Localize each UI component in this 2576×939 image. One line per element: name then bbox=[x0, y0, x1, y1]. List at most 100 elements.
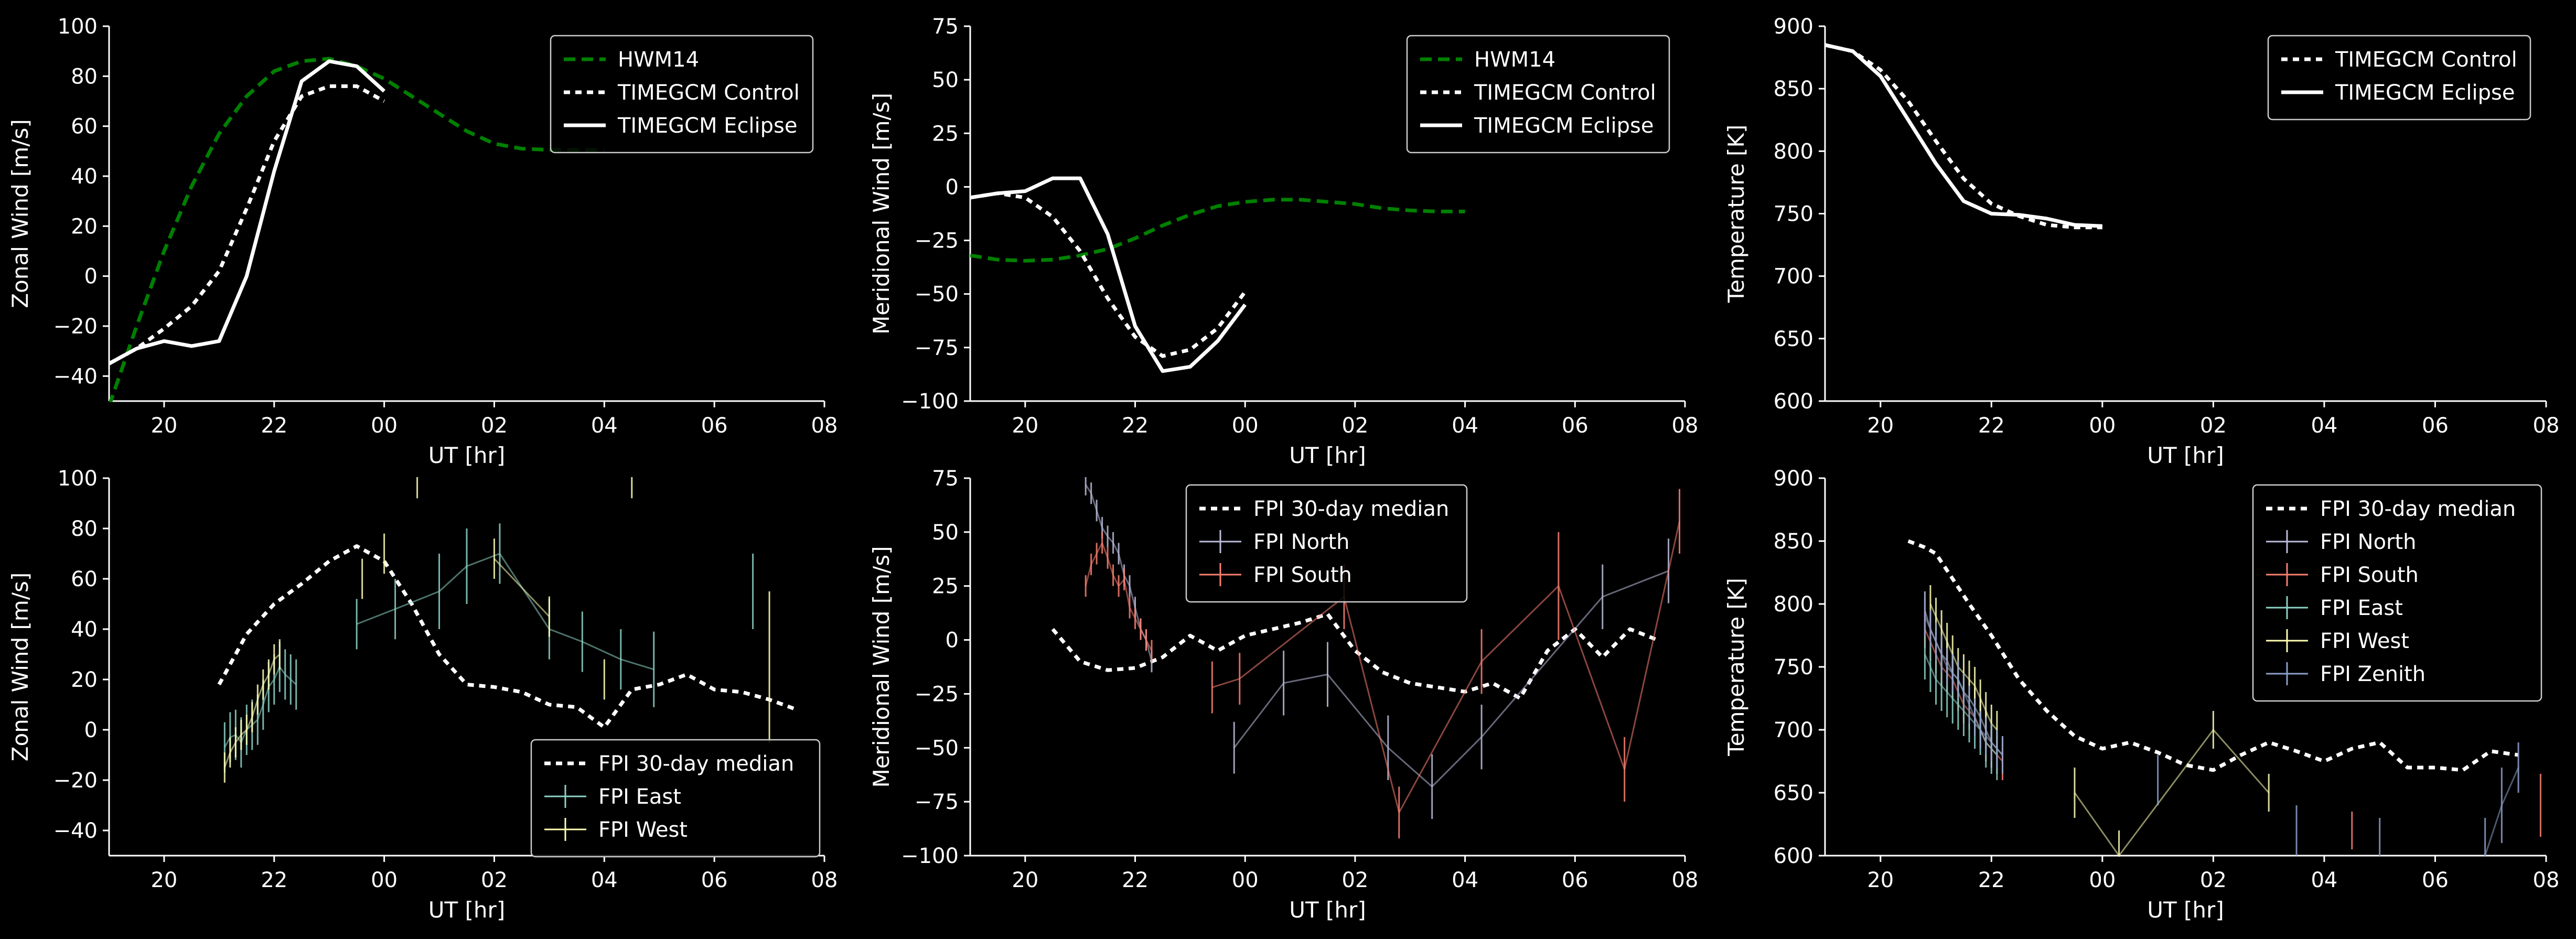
y-tick-label: −50 bbox=[915, 736, 959, 760]
series-segment bbox=[1431, 736, 1483, 787]
series-segment bbox=[1946, 692, 1954, 699]
panel-2: 20 22 00 02 04 06 08 −100 −75 −50 −25 0 25 50 75 UT [hr… bbox=[868, 15, 1698, 468]
legend-item: FPI West bbox=[2266, 629, 2409, 653]
y-tick-label: 75 bbox=[932, 467, 959, 491]
series-segment bbox=[1118, 579, 1125, 587]
y-tick-label: 750 bbox=[1774, 655, 1813, 679]
series-line bbox=[109, 57, 605, 402]
plot-area bbox=[217, 477, 798, 783]
series-segment bbox=[1924, 616, 1931, 630]
x-tick-label: 08 bbox=[2533, 868, 2560, 892]
series-line bbox=[1825, 43, 2102, 228]
series-segment bbox=[1980, 729, 1987, 737]
series-hwm14 bbox=[970, 198, 1465, 263]
y-tick-label: 850 bbox=[1774, 530, 1813, 554]
series-segment bbox=[1233, 682, 1284, 749]
legend-item: FPI West bbox=[544, 818, 688, 842]
series-segment bbox=[1963, 704, 1970, 711]
y-tick-label: 100 bbox=[58, 15, 98, 39]
series-segment bbox=[1140, 629, 1147, 641]
y-tick-label: −20 bbox=[53, 315, 98, 339]
series-segment bbox=[1283, 673, 1328, 684]
y-tick-label: 650 bbox=[1774, 781, 1813, 805]
series-segment bbox=[1991, 748, 1998, 755]
series-line bbox=[109, 59, 385, 365]
series-segment bbox=[1924, 629, 1931, 642]
y-tick-label: 60 bbox=[71, 567, 98, 591]
y-tick-label: 0 bbox=[946, 629, 959, 653]
legend-label: TIMEGCM Eclipse bbox=[617, 114, 798, 138]
series-segment bbox=[245, 717, 253, 730]
legend-frame bbox=[2267, 35, 2531, 121]
series-segment bbox=[1935, 679, 1942, 686]
series-segment bbox=[1951, 679, 1959, 693]
series-segment bbox=[1107, 536, 1114, 544]
series-segment bbox=[1940, 685, 1948, 693]
series-segment bbox=[1968, 704, 1976, 718]
series-segment bbox=[240, 729, 248, 736]
series-segment bbox=[1929, 666, 1937, 680]
x-tick-label: 00 bbox=[371, 414, 398, 438]
y-tick-label: 40 bbox=[71, 618, 98, 642]
legend: HWM14 TIMEGCM Control TIMEGCM Eclipse bbox=[550, 35, 814, 154]
series-segment bbox=[1940, 629, 1948, 642]
series-segment bbox=[273, 666, 281, 680]
legend-item: TIMEGCM Eclipse bbox=[564, 114, 798, 138]
y-tick-label: 750 bbox=[1774, 202, 1813, 226]
panel-1: 20 22 00 02 04 06 08 −40 −20 0 20 40 60 80 100 UT [hr] Z… bbox=[7, 15, 838, 468]
y-tick-label: 900 bbox=[1774, 15, 1813, 39]
series-segment bbox=[1957, 704, 1965, 711]
x-tick-label: 04 bbox=[591, 414, 618, 438]
series-segment bbox=[1558, 586, 1626, 770]
legend-label: FPI South bbox=[1253, 563, 1352, 587]
x-tick-label: 00 bbox=[1232, 414, 1259, 438]
series-segment bbox=[240, 729, 248, 743]
series-line bbox=[1051, 612, 1658, 700]
y-tick-label: 80 bbox=[71, 517, 98, 541]
y-tick-label: 800 bbox=[1774, 592, 1813, 617]
series-segment bbox=[1968, 679, 1976, 686]
y-tick-label: 25 bbox=[932, 122, 959, 146]
legend-label: TIMEGCM Eclipse bbox=[2335, 81, 2515, 105]
y-tick-label: 800 bbox=[1774, 139, 1813, 164]
x-tick-label: 20 bbox=[151, 868, 177, 892]
legend-item: TIMEGCM Eclipse bbox=[1420, 114, 1654, 138]
series-segment bbox=[1974, 707, 1981, 718]
series-fpi-south bbox=[1085, 489, 1681, 839]
x-tick-label: 02 bbox=[2200, 414, 2227, 438]
y-tick-label: 75 bbox=[932, 15, 959, 39]
legend-label: TIMEGCM Control bbox=[2335, 48, 2517, 72]
plot-area bbox=[1825, 43, 2102, 230]
series-line bbox=[217, 544, 798, 729]
series-segment bbox=[1480, 596, 1603, 738]
x-axis-label: UT [hr] bbox=[428, 897, 505, 923]
legend: TIMEGCM Control TIMEGCM Eclipse bbox=[2267, 35, 2531, 121]
series-segment bbox=[356, 608, 396, 625]
x-tick-label: 22 bbox=[261, 414, 287, 438]
legend-item: FPI South bbox=[1199, 563, 1352, 587]
x-tick-label: 08 bbox=[1672, 868, 1699, 892]
series-line bbox=[1907, 539, 2519, 772]
x-tick-label: 22 bbox=[1122, 414, 1149, 438]
x-axis-label: UT [hr] bbox=[2147, 442, 2224, 468]
series-segment bbox=[1985, 742, 1992, 749]
x-axis-label: UT [hr] bbox=[1289, 442, 1366, 468]
series-segment bbox=[1946, 673, 1954, 680]
x-tick-label: 20 bbox=[1867, 868, 1894, 892]
series-segment bbox=[1968, 717, 1976, 724]
series-segment bbox=[1096, 542, 1103, 554]
plot-area bbox=[1907, 539, 2541, 857]
series-fpi-west bbox=[223, 477, 770, 783]
series-segment bbox=[290, 678, 297, 685]
x-tick-label: 06 bbox=[2422, 868, 2449, 892]
series-segment bbox=[1952, 698, 1959, 705]
series-segment bbox=[1085, 564, 1092, 587]
series-segment bbox=[267, 659, 275, 675]
x-tick-label: 04 bbox=[1452, 414, 1478, 438]
y-tick-label: 40 bbox=[71, 165, 98, 189]
series-segment bbox=[224, 737, 231, 748]
series-segment bbox=[1211, 678, 1240, 688]
x-tick-label: 22 bbox=[1978, 414, 2005, 438]
legend: FPI 30-day median FPI North FPI South FPI E… bbox=[2252, 484, 2542, 702]
series-segment bbox=[1946, 666, 1954, 674]
